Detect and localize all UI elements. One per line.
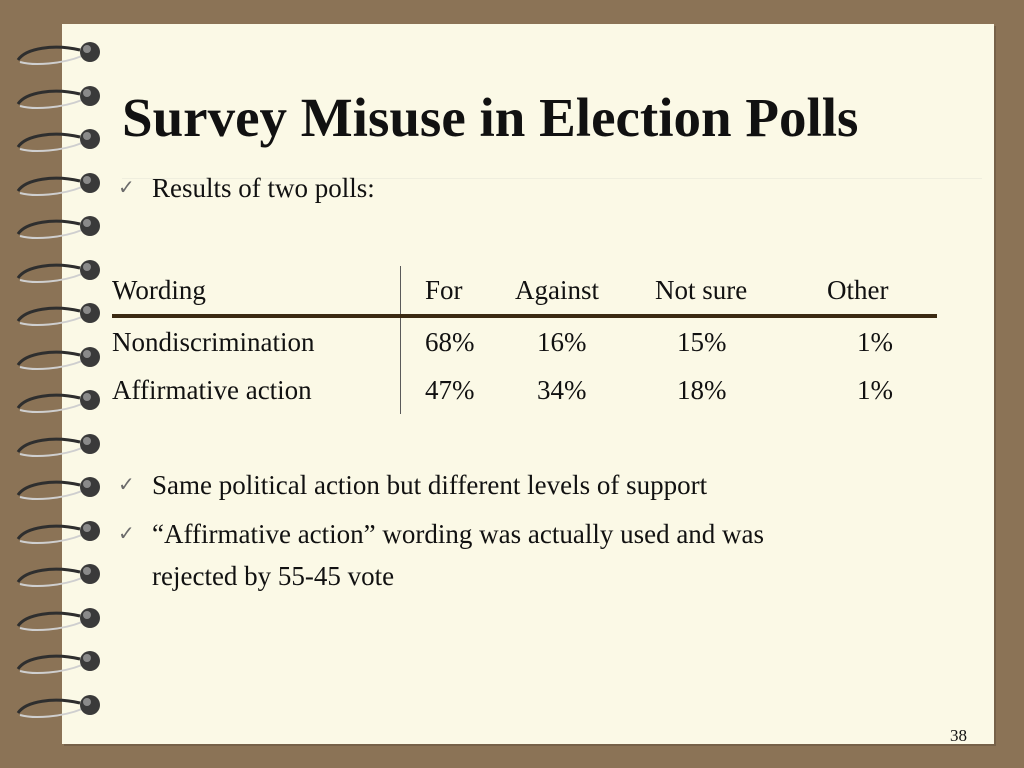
- spiral-binding: [0, 0, 110, 768]
- spiral-ring-icon: [16, 259, 100, 283]
- header-for: For: [400, 266, 515, 318]
- bullet-text-continued: rejected by 55-45 vote: [152, 561, 395, 591]
- cell-against: 34%: [537, 374, 587, 405]
- spiral-ring-icon: [16, 172, 100, 196]
- bullet-text: Results of two polls:: [152, 173, 375, 203]
- table-row: Nondiscrimination 68% 16% 15% 1%: [112, 316, 937, 366]
- cell-other: 1%: [857, 326, 893, 357]
- cell-against: 16%: [537, 326, 587, 357]
- spiral-ring-icon: [16, 694, 100, 718]
- spiral-ring-icon: [16, 477, 100, 500]
- spiral-ring-icon: [16, 42, 100, 65]
- title-divider: [122, 178, 982, 179]
- table-row: Affirmative action 47% 34% 18% 1%: [112, 366, 937, 414]
- checkmark-icon: ✓: [118, 523, 135, 545]
- cell-for: 47%: [425, 374, 475, 405]
- table-header-row: Wording For Against Not sure Other: [112, 266, 937, 318]
- checkmark-icon: ✓: [118, 177, 135, 199]
- page-number: 38: [950, 726, 967, 745]
- slide-title: Survey Misuse in Election Polls: [122, 87, 859, 148]
- spiral-ring-icon: [16, 85, 100, 109]
- poll-results-table: Wording For Against Not sure Other Nondi…: [112, 266, 937, 414]
- header-not-sure: Not sure: [655, 266, 827, 318]
- cell-wording: Affirmative action: [112, 366, 401, 414]
- spiral-ring-icon: [16, 303, 100, 326]
- spiral-ring-icon: [16, 216, 100, 239]
- cell-not-sure: 15%: [677, 326, 727, 357]
- spiral-ring-icon: [16, 651, 100, 674]
- header-wording: Wording: [112, 266, 401, 318]
- cell-not-sure: 18%: [677, 374, 727, 405]
- spiral-ring-icon: [16, 129, 100, 152]
- bullet-text: Same political action but different leve…: [152, 470, 708, 500]
- cell-for: 68%: [425, 326, 475, 357]
- cell-other: 1%: [857, 374, 893, 405]
- spiral-ring-icon: [16, 433, 100, 457]
- spiral-ring-icon: [16, 607, 100, 631]
- header-against: Against: [515, 266, 655, 318]
- spiral-ring-icon: [16, 564, 100, 587]
- spiral-ring-icon: [16, 346, 100, 370]
- spiral-ring-icon: [16, 390, 100, 413]
- header-other: Other: [827, 266, 937, 318]
- bullet-text: “Affirmative action” wording was actuall…: [152, 519, 765, 549]
- cell-wording: Nondiscrimination: [112, 316, 401, 366]
- checkmark-icon: ✓: [118, 474, 135, 496]
- spiral-ring-icon: [16, 520, 100, 544]
